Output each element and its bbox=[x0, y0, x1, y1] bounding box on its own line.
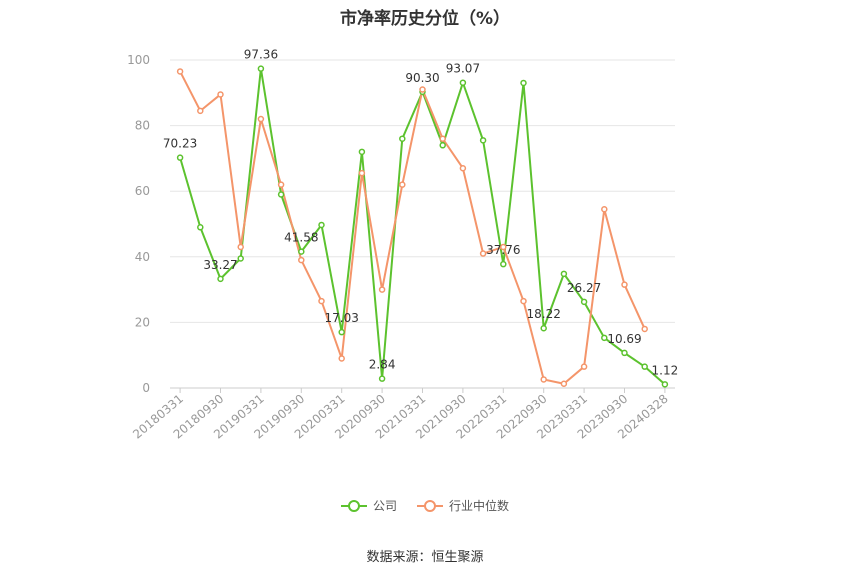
data-point bbox=[277, 191, 285, 198]
data-point bbox=[399, 135, 406, 142]
data-point bbox=[439, 135, 446, 142]
data-point bbox=[580, 363, 588, 370]
data-label: 70.23 bbox=[163, 137, 197, 151]
data-label: 2.84 bbox=[369, 358, 396, 372]
data-source: 数据来源：恒生聚源 bbox=[366, 550, 484, 565]
data-point bbox=[661, 381, 669, 388]
y-tick-label: 80 bbox=[135, 119, 150, 133]
data-point bbox=[257, 65, 265, 72]
data-label: 17.03 bbox=[325, 311, 359, 325]
data-label: 90.30 bbox=[405, 71, 439, 85]
legend-swatch-company bbox=[340, 499, 367, 513]
legend: 公司 行业中位数 bbox=[0, 497, 850, 514]
data-point bbox=[378, 375, 386, 382]
data-point bbox=[176, 68, 184, 75]
y-tick-label: 60 bbox=[135, 184, 150, 198]
data-point bbox=[621, 281, 628, 288]
data-point bbox=[601, 334, 608, 342]
data-point bbox=[520, 297, 527, 305]
data-point bbox=[500, 243, 507, 251]
data-point bbox=[540, 376, 547, 383]
data-point bbox=[601, 205, 608, 213]
data-point bbox=[298, 248, 305, 255]
y-tick-label: 0 bbox=[142, 381, 150, 395]
data-label: 26.27 bbox=[567, 281, 601, 295]
data-point bbox=[197, 224, 204, 231]
data-point bbox=[237, 243, 244, 251]
legend-item-company[interactable]: 公司 bbox=[340, 497, 397, 514]
data-point bbox=[257, 115, 265, 123]
data-label: 10.69 bbox=[607, 332, 641, 346]
data-label: 37.76 bbox=[486, 243, 520, 257]
data-label: 18.22 bbox=[527, 307, 561, 321]
data-point bbox=[560, 270, 568, 278]
data-point bbox=[439, 142, 446, 149]
data-point bbox=[479, 250, 487, 257]
data-point bbox=[520, 79, 527, 87]
y-tick-label: 40 bbox=[135, 250, 150, 264]
data-point bbox=[358, 169, 366, 177]
data-point bbox=[217, 91, 224, 98]
data-point bbox=[338, 355, 345, 362]
data-point bbox=[338, 328, 345, 336]
data-label: 93.07 bbox=[446, 62, 480, 76]
y-tick-label: 100 bbox=[127, 53, 150, 67]
data-point bbox=[318, 221, 325, 229]
data-point bbox=[580, 298, 588, 306]
data-point bbox=[621, 349, 628, 357]
data-point bbox=[500, 260, 507, 268]
y-tick-label: 20 bbox=[135, 315, 150, 329]
data-point bbox=[378, 286, 386, 293]
data-point bbox=[358, 148, 366, 156]
series-line-1 bbox=[179, 71, 646, 385]
data-point bbox=[399, 181, 406, 188]
data-point bbox=[459, 164, 467, 172]
legend-label-company: 公司 bbox=[372, 499, 397, 513]
data-point bbox=[176, 154, 184, 161]
chart-title: 市净率历史分位（%） bbox=[339, 9, 511, 29]
data-point bbox=[540, 324, 547, 332]
series-line-0 bbox=[179, 67, 666, 386]
data-point bbox=[641, 363, 648, 370]
data-point bbox=[419, 86, 426, 93]
data-point bbox=[318, 297, 325, 305]
data-label: 97.36 bbox=[244, 48, 278, 62]
data-point bbox=[459, 79, 467, 86]
data-point bbox=[197, 107, 204, 115]
data-point bbox=[277, 181, 285, 188]
data-point bbox=[217, 275, 224, 283]
data-label: 1.12 bbox=[652, 363, 679, 377]
legend-item-industry[interactable]: 行业中位数 bbox=[417, 497, 509, 514]
data-label: 41.58 bbox=[284, 231, 318, 245]
data-point bbox=[298, 256, 305, 264]
legend-label-industry: 行业中位数 bbox=[449, 499, 510, 513]
legend-swatch-industry bbox=[417, 499, 443, 513]
data-point bbox=[479, 137, 487, 144]
data-point bbox=[641, 325, 648, 333]
data-label: 33.27 bbox=[203, 258, 237, 272]
data-point bbox=[237, 255, 244, 262]
data-point bbox=[560, 380, 568, 387]
